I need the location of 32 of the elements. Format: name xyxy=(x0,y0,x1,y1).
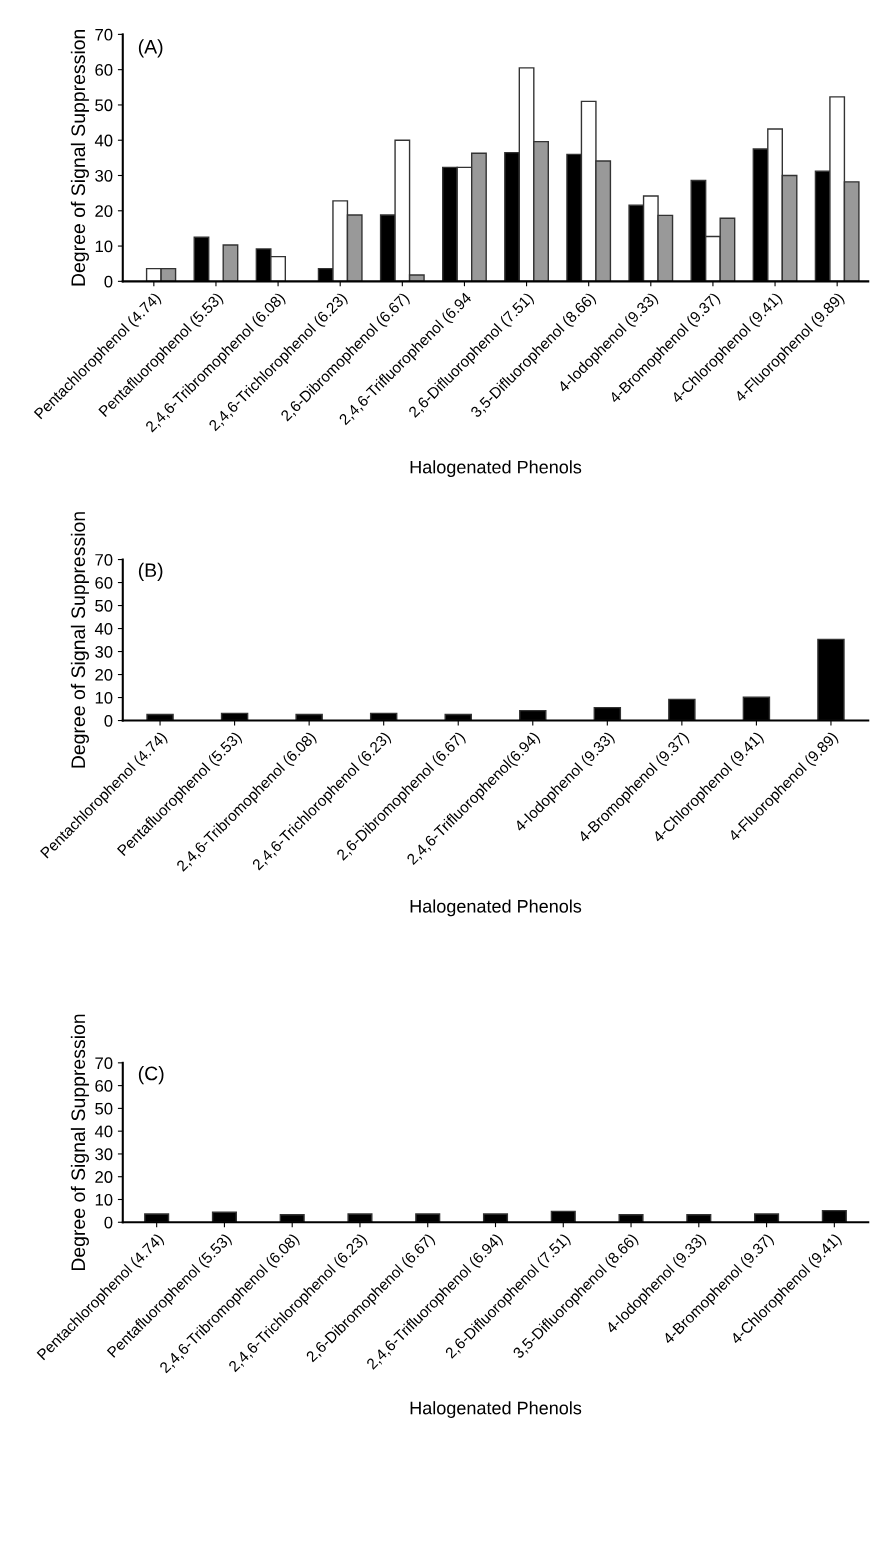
y-tick-label: 70 xyxy=(95,1057,113,1070)
y-tick-label: 60 xyxy=(95,64,113,76)
y-axis-title: Degree of Signal Suppression xyxy=(70,29,89,286)
x-axis-title: Halogenated Phenols xyxy=(410,899,582,917)
annotation: (C) xyxy=(138,1066,164,1085)
y-tick-label: 0 xyxy=(104,1216,113,1229)
y-tick-label: 70 xyxy=(95,553,113,566)
x-axis-title: Halogenated Phenols xyxy=(410,1401,582,1418)
y-tick-label: 10 xyxy=(95,691,113,704)
y-tick-label: 0 xyxy=(104,275,113,288)
y-tick-label: 30 xyxy=(95,169,113,182)
annotation: (B) xyxy=(138,562,163,581)
y-tick-label: 40 xyxy=(94,134,113,147)
y-tick-label: 40 xyxy=(94,1125,113,1138)
y-tick-label: 20 xyxy=(95,668,113,681)
y-tick-label: 20 xyxy=(95,205,113,217)
y-tick-label: 10 xyxy=(95,1193,113,1206)
y-tick-label: 30 xyxy=(95,1148,113,1161)
y-tick-label: 0 xyxy=(104,714,113,727)
y-tick-label: 20 xyxy=(95,1171,113,1183)
y-tick-label: 50 xyxy=(95,1102,113,1115)
bar xyxy=(222,244,239,282)
y-tick-label: 40 xyxy=(94,622,113,635)
y-tick-label: 50 xyxy=(95,99,113,112)
y-tick-label: 60 xyxy=(95,1080,113,1092)
y-tick-label: 10 xyxy=(95,240,113,253)
x-axis-title: Halogenated Phenols xyxy=(410,460,582,478)
y-tick-label: 60 xyxy=(95,576,113,589)
y-tick-label: 70 xyxy=(95,28,113,41)
y-tick-label: 30 xyxy=(95,645,113,658)
y-tick-label: 50 xyxy=(95,599,113,612)
annotation: (A) xyxy=(138,39,163,58)
